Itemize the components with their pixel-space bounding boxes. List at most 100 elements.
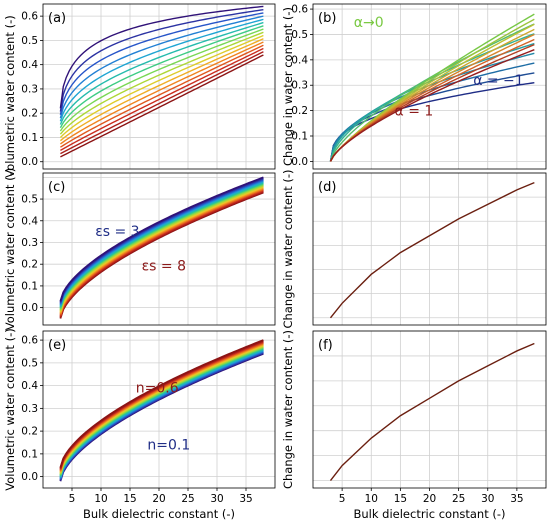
- x-tick-label: 20: [423, 493, 436, 505]
- series-line: [59, 34, 264, 138]
- series-line: [329, 182, 535, 319]
- x-tick-label: 25: [452, 493, 465, 505]
- series-line: [59, 350, 264, 479]
- y-tick-label: 0.2: [21, 259, 38, 271]
- series-line: [59, 350, 264, 480]
- panel-label: (f): [318, 338, 333, 353]
- y-tick-label: 0.3: [21, 83, 38, 95]
- annotation-label: n=0.1: [147, 437, 190, 453]
- series-line: [59, 15, 264, 119]
- panel-label: (b): [318, 11, 336, 26]
- series-line: [60, 51, 264, 155]
- series-line: [60, 44, 264, 148]
- y-tick-label: 0.2: [291, 105, 308, 117]
- y-tick-label: 0.0: [291, 156, 308, 168]
- series-line: [59, 348, 264, 478]
- series-line: [59, 38, 264, 142]
- y-tick-label: 0.1: [21, 132, 38, 144]
- y-tick-label: 0.3: [21, 237, 38, 249]
- series-line: [59, 190, 264, 318]
- x-tick-label: 5: [69, 493, 76, 505]
- series-line: [59, 12, 264, 115]
- y-tick-label: 0.4: [291, 54, 308, 66]
- y-tick-label: 0.3: [21, 403, 38, 415]
- series-line: [59, 349, 264, 478]
- series-line: [59, 5, 264, 109]
- y-tick-label: 0.5: [21, 35, 38, 47]
- panel-a: 0.0 0.1 0.2 0.3 0.4 0.5 0.6 Volumetric water co…: [3, 3, 276, 178]
- y-tick-label: 0.5: [21, 194, 38, 206]
- y-tick-label: 0.0: [21, 471, 38, 483]
- y-tick-label: 0.5: [21, 357, 38, 369]
- x-tick-label: 10: [94, 493, 107, 505]
- y-axis-title: Volumetric water content (-): [3, 328, 17, 490]
- y-tick-label: 0.0: [21, 156, 38, 168]
- axes-frame: [312, 172, 547, 326]
- panel-label: (d): [318, 180, 336, 195]
- series-line: [59, 352, 264, 481]
- x-tick-label: 15: [394, 493, 407, 505]
- y-tick-label: 0.4: [21, 59, 38, 71]
- panel-d: Change in water content (-) (d): [281, 169, 547, 329]
- x-tick-label: 10: [365, 493, 378, 505]
- annotation-label: α = 1: [395, 104, 434, 120]
- axes-frame: [312, 3, 547, 170]
- series-line: [59, 189, 264, 317]
- x-tick-label: 5: [339, 493, 346, 505]
- series-line: [60, 54, 264, 158]
- series-line: [59, 176, 264, 302]
- x-axis-title: Bulk dielectric constant (-): [83, 507, 235, 521]
- annotation-label: n=0.6: [136, 380, 179, 396]
- y-tick-label: 0.6: [21, 335, 38, 347]
- series-line: [59, 347, 264, 476]
- y-axis-title: Volumetric water content (-): [3, 168, 17, 330]
- series-line: [59, 186, 264, 313]
- series-line: [59, 18, 264, 122]
- series-line: [60, 47, 264, 152]
- panel-label: (e): [48, 338, 66, 353]
- y-tick-label: 0.4: [21, 215, 38, 227]
- panel-c: 0.0 0.1 0.2 0.3 0.4 0.5 Volumetric water conte…: [3, 168, 276, 330]
- annotation-label: εs = 8: [142, 259, 186, 275]
- series-line: [59, 25, 264, 129]
- series-line: [59, 352, 264, 482]
- series-line: [59, 187, 264, 315]
- series-line: [59, 28, 264, 132]
- annotation-label: α→0: [354, 15, 384, 31]
- y-tick-label: 0.1: [21, 280, 38, 292]
- x-tick-label: 35: [510, 493, 523, 505]
- panel-e: 0.0 0.1 0.2 0.3 0.4 0.5 0.6 5 10 15 20 25 30 35 Bulk d…: [3, 328, 276, 521]
- grid: [313, 172, 546, 325]
- axes-frame: [42, 172, 276, 326]
- series-line: [59, 186, 264, 314]
- series-line: [59, 351, 264, 481]
- series-line: [59, 31, 264, 135]
- y-tick-label: 0.1: [21, 448, 38, 460]
- panel-label: (a): [48, 11, 66, 26]
- y-tick-label: 0.6: [21, 11, 38, 23]
- y-axis-title: Change in water content (-): [281, 7, 295, 166]
- series-line: [59, 347, 264, 477]
- series-line: [59, 21, 264, 125]
- y-tick-label: 0.5: [291, 29, 308, 41]
- panel-f: 5 10 15 20 25 30 35 Bulk dielectric constant (-…: [281, 330, 547, 521]
- y-tick-label: 0.2: [21, 426, 38, 438]
- axes-frame: [42, 3, 276, 170]
- series-line: [329, 342, 535, 481]
- x-axis-title: Bulk dielectric constant (-): [353, 507, 505, 521]
- y-tick-label: 0.1: [291, 131, 308, 143]
- y-tick-label: 0.0: [21, 302, 38, 314]
- x-tick-label: 20: [152, 493, 165, 505]
- x-tick-label: 30: [210, 493, 223, 505]
- series-line: [59, 191, 264, 319]
- series-line: [59, 8, 264, 112]
- y-axis-title: Volumetric water content (-): [3, 15, 17, 177]
- series-line: [59, 188, 264, 316]
- x-tick-label: 35: [239, 493, 252, 505]
- y-tick-label: 0.6: [291, 4, 308, 16]
- series-line: [59, 41, 264, 145]
- y-tick-label: 0.4: [21, 380, 38, 392]
- series-line: [329, 49, 535, 162]
